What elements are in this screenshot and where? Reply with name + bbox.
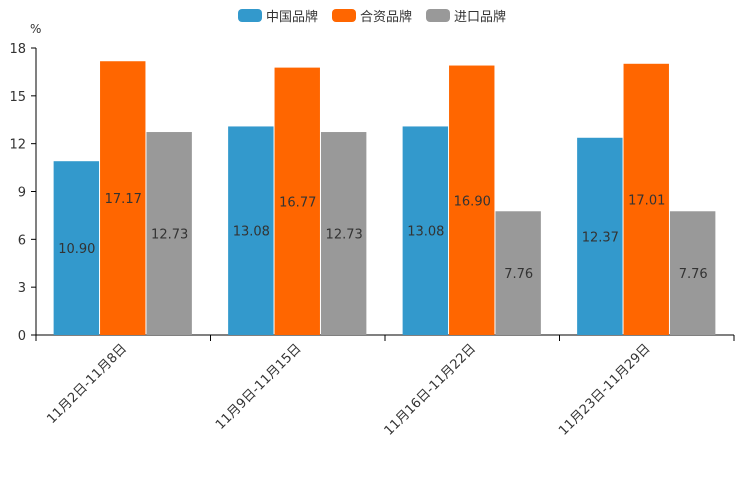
bar [449,65,495,336]
data-label: 12.73 [326,228,363,243]
bar [228,126,274,336]
bar [669,211,716,335]
legend-swatch-china [237,9,262,22]
data-label: 13.08 [407,225,444,240]
legend-swatch-jv [331,9,356,22]
data-label: 16.90 [454,194,491,209]
data-label: 17.17 [105,192,142,207]
bar [100,61,146,336]
y-tick-label: 15 [9,90,26,105]
y-tick-label: 6 [18,233,26,248]
x-tick-label: 11月16日-11月22日 [382,341,479,438]
data-label: 7.76 [504,267,533,282]
legend-label-import: 进口品牌 [454,10,507,25]
y-tick-label: 18 [9,42,26,57]
legend-item-china[interactable]: 中国品牌 [237,6,318,25]
data-label: 7.76 [679,267,708,282]
bar [53,161,100,335]
y-tick-label: 12 [9,138,26,153]
bar [495,211,541,335]
x-tick-label: 11月23日-11月29日 [556,341,653,438]
data-label: 12.37 [582,230,619,245]
y-tick-label: 0 [18,329,26,344]
bar [402,126,449,336]
bar [623,63,669,335]
legend-item-import[interactable]: 进口品牌 [426,6,506,25]
legend-label-china: 中国品牌 [265,10,318,25]
bar [320,132,367,335]
x-tick-label: 11月9日-11月15日 [213,341,305,433]
data-label: 13.08 [233,225,270,240]
data-label: 10.90 [58,242,95,257]
data-label: 17.01 [628,193,665,208]
bar [577,137,623,335]
y-tick-label: 9 [18,186,26,201]
legend-item-jv[interactable]: 合资品牌 [331,6,412,25]
data-label: 16.77 [279,195,316,210]
legend: 中国品牌 合资品牌 进口品牌 [0,6,744,25]
legend-swatch-import [426,9,450,22]
legend-label-jv: 合资品牌 [359,10,412,25]
y-axis-unit: % [30,22,42,36]
data-label: 12.73 [151,228,188,243]
y-tick-label: 3 [18,281,26,296]
bar [274,67,320,335]
bar [146,132,192,335]
x-tick-label: 11月2日-11月8日 [44,341,130,427]
